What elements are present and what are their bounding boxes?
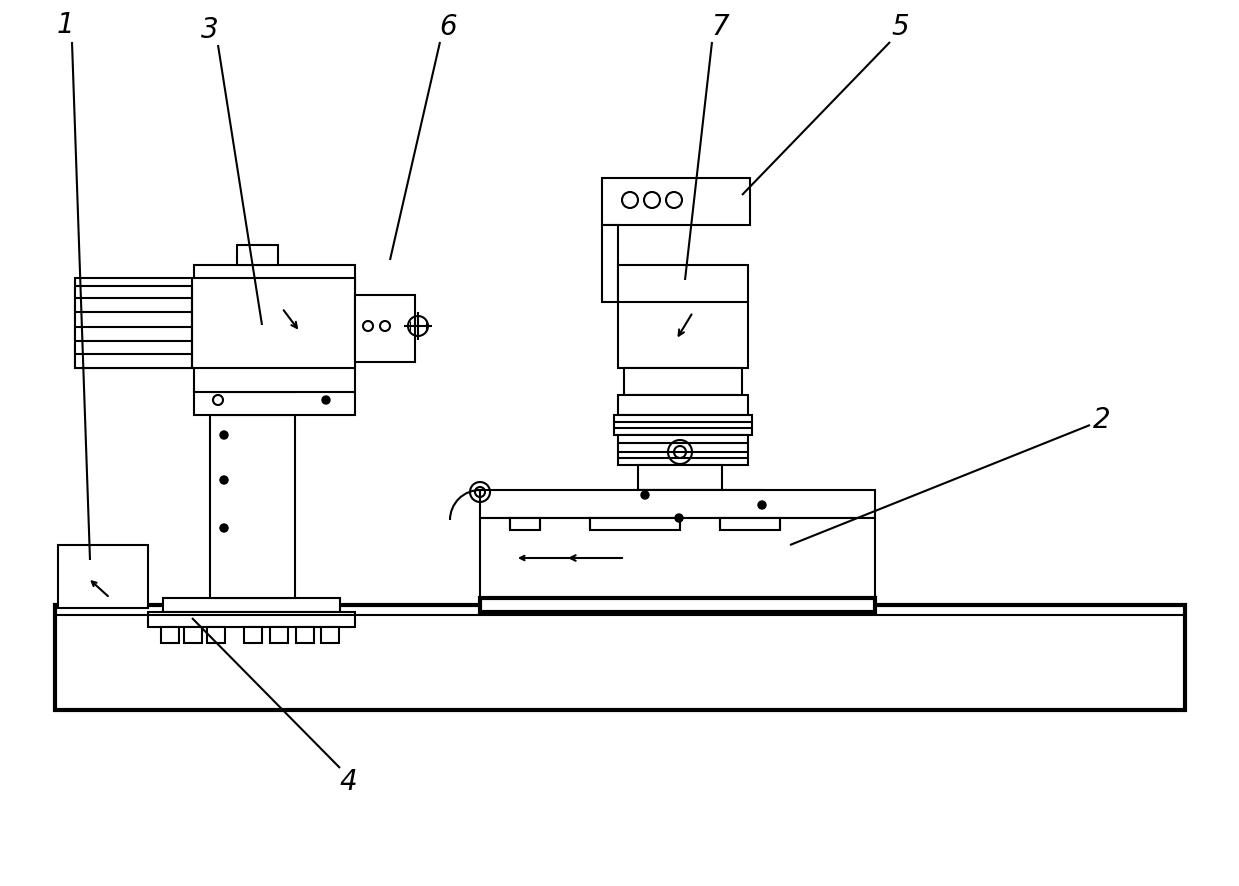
Bar	[720, 518, 781, 530]
Text: 3: 3	[201, 16, 219, 44]
Bar	[161, 627, 178, 643]
Text: 7: 7	[711, 13, 729, 41]
Circle shape	[221, 476, 228, 484]
Bar	[164, 598, 339, 612]
Text: 4: 4	[339, 768, 357, 796]
Bar	[618, 265, 748, 368]
Bar	[618, 395, 748, 415]
Circle shape	[221, 524, 228, 532]
Bar	[624, 368, 742, 395]
Circle shape	[221, 431, 228, 439]
Bar	[634, 490, 726, 505]
Text: 2: 2	[1093, 406, 1111, 434]
Text: 1: 1	[56, 11, 74, 39]
Bar	[270, 627, 287, 643]
Bar	[479, 598, 875, 612]
Bar	[590, 518, 680, 530]
Bar	[55, 605, 1184, 710]
Bar	[726, 490, 762, 505]
Bar	[76, 278, 356, 368]
Bar	[209, 415, 295, 598]
Bar	[646, 505, 712, 515]
Bar	[195, 390, 356, 415]
Bar	[356, 295, 415, 362]
Circle shape	[322, 396, 330, 404]
Bar	[602, 178, 750, 225]
Bar	[618, 435, 748, 465]
Bar	[479, 518, 875, 598]
Bar	[58, 545, 147, 608]
Bar	[209, 378, 295, 392]
Text: 5: 5	[891, 13, 909, 41]
Bar	[207, 627, 225, 643]
Bar	[296, 627, 313, 643]
Bar	[510, 518, 540, 530]
Text: 6: 6	[439, 13, 457, 41]
Bar	[147, 612, 356, 627]
Bar	[237, 245, 278, 265]
Bar	[638, 465, 722, 490]
Bar	[195, 265, 356, 392]
Bar	[479, 490, 875, 518]
Bar	[615, 415, 752, 435]
Bar	[244, 627, 261, 643]
Circle shape	[758, 501, 766, 509]
Circle shape	[675, 514, 683, 522]
Bar	[76, 286, 192, 368]
Bar	[185, 627, 202, 643]
Bar	[321, 627, 339, 643]
Circle shape	[641, 491, 649, 499]
Bar	[602, 225, 618, 302]
